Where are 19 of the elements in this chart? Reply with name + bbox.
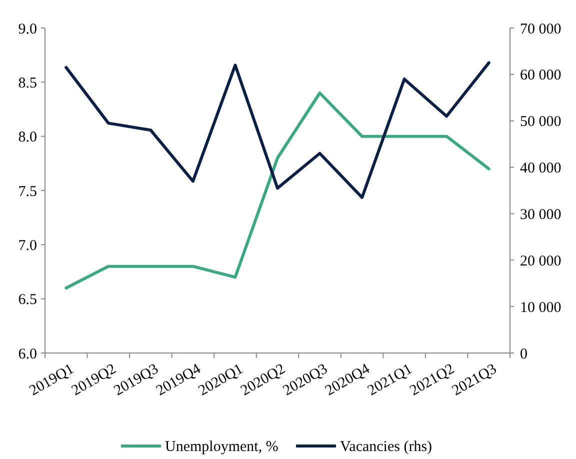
y-tick-label: 7.0 (18, 238, 37, 254)
y2-tick-label: 30 000 (520, 206, 562, 223)
y-tick-label: 6.0 (18, 346, 37, 362)
line-series (64, 61, 490, 199)
y2-tick-label: 50 000 (520, 114, 562, 130)
y-tick-label: 8.5 (18, 75, 37, 92)
y-tick-label: 6.5 (18, 292, 37, 308)
y2-tick-label: 60 000 (520, 68, 562, 84)
y2-tick-label: 70 000 (520, 21, 562, 38)
y-tick-label: 7.5 (18, 184, 37, 200)
y2-tick-label: 10 000 (520, 300, 562, 316)
legend-label: Unemployment, % (165, 439, 278, 455)
y2-tick-label: 20 000 (520, 253, 562, 270)
line-series (64, 92, 490, 290)
y2-tick-label: 0 (520, 346, 528, 362)
legend-label: Vacancies (rhs) (340, 439, 432, 455)
y-tick-label: 9.0 (18, 21, 37, 38)
y2-tick-label: 40 000 (520, 160, 562, 177)
y-tick-label: 8.0 (18, 130, 37, 146)
